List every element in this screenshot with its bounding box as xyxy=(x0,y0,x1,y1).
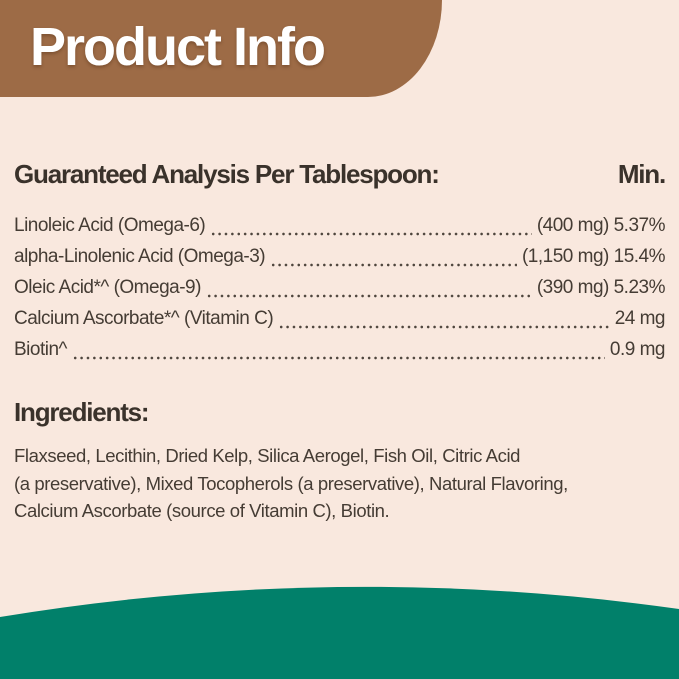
nutrient-value: (390 mg) 5.23% xyxy=(536,277,666,298)
analysis-row: alpha-Linolenic Acid (Omega-3) (1,150 mg… xyxy=(14,241,666,272)
page-title: Product Info xyxy=(30,16,326,77)
dotted-leader xyxy=(270,241,517,272)
green-footer-wave xyxy=(0,586,679,679)
nutrient-name: Linoleic Acid (Omega-6) xyxy=(14,215,206,236)
analysis-row: Calcium Ascorbate*^ (Vitamin C) 24 mg xyxy=(14,303,666,334)
ingredients-text: Flaxseed, Lecithin, Dried Kelp, Silica A… xyxy=(14,445,568,521)
ingredients-heading: Ingredients: xyxy=(14,397,150,427)
nutrient-name: Biotin^ xyxy=(14,339,67,360)
analysis-row: Biotin^ 0.9 mg xyxy=(14,334,666,365)
nutrient-name: Oleic Acid*^ (Omega-9) xyxy=(14,277,201,298)
analysis-table: Linoleic Acid (Omega-6) (400 mg) 5.37% a… xyxy=(14,210,666,365)
nutrient-value: (400 mg) 5.37% xyxy=(536,215,666,236)
nutrient-name: alpha-Linolenic Acid (Omega-3) xyxy=(14,246,266,267)
nutrient-name: Calcium Ascorbate*^ (Vitamin C) xyxy=(14,308,274,329)
content-area: Guaranteed Analysis Per Tablespoon: Min.… xyxy=(0,97,679,525)
dotted-leader xyxy=(278,303,610,334)
dotted-leader xyxy=(210,210,532,241)
analysis-heading-row: Guaranteed Analysis Per Tablespoon: Min. xyxy=(14,159,666,189)
analysis-row: Linoleic Acid (Omega-6) (400 mg) 5.37% xyxy=(14,210,666,241)
nutrient-value: 24 mg xyxy=(614,308,666,329)
dotted-leader xyxy=(205,272,532,303)
min-column-label: Min. xyxy=(617,159,666,189)
analysis-row: Oleic Acid*^ (Omega-9) (390 mg) 5.23% xyxy=(14,272,666,303)
nutrient-value: (1,150 mg) 15.4% xyxy=(521,246,666,267)
dotted-leader xyxy=(71,334,605,365)
nutrient-value: 0.9 mg xyxy=(609,339,666,360)
analysis-heading: Guaranteed Analysis Per Tablespoon: xyxy=(14,159,440,189)
product-info-banner: Product Info xyxy=(0,0,442,97)
